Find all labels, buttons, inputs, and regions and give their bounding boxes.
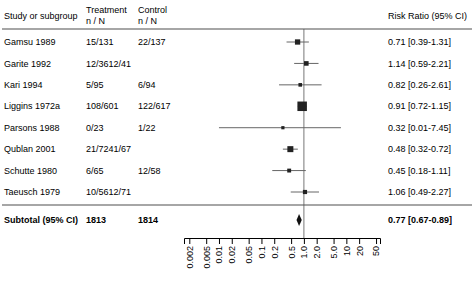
tick-label: 0.5: [286, 246, 296, 259]
plot-area: [219, 29, 341, 238]
tick: 2.0: [312, 238, 322, 259]
tick-mark: [206, 238, 207, 244]
header: n / N: [86, 16, 105, 26]
subtotal-value-label: 0.77 [0.67-0.89]: [388, 215, 452, 225]
control-count: 1/22: [138, 123, 156, 133]
study-name: Kari 1994: [4, 80, 43, 90]
effect-box: [287, 146, 293, 152]
data-label: 0.48 [0.32-0.72]: [388, 144, 451, 154]
tick-label: 0.01: [214, 246, 224, 264]
tick-mark: [346, 238, 347, 244]
tick: 0.002: [185, 238, 195, 269]
treatment-count: 6/65: [86, 166, 104, 176]
tick: 20: [355, 238, 365, 256]
effect-box: [287, 169, 291, 173]
subtotal-treatment: 1813: [86, 215, 106, 225]
tick-label: 0.02: [227, 246, 237, 264]
data-label: 1.06 [0.49-2.27]: [388, 187, 451, 197]
ci-line: [219, 127, 341, 128]
data-label: 0.71 [0.39-1.31]: [388, 37, 451, 47]
tick: 10: [342, 238, 352, 256]
control-count: 6/94: [138, 80, 156, 90]
tick-mark: [249, 238, 250, 244]
tick-mark: [317, 238, 318, 244]
data-label: 0.45 [0.18-1.11]: [388, 166, 450, 176]
tick-label: 20: [355, 246, 365, 256]
tick: 0.05: [244, 238, 254, 264]
study-name: Qublan 2001: [4, 144, 56, 154]
subtotal-label: Subtotal (95% CI): [4, 215, 78, 225]
tick-mark: [376, 238, 377, 244]
tick-mark: [359, 238, 360, 244]
tick-label: 50: [371, 246, 381, 256]
effect-box: [298, 83, 302, 87]
tick-mark: [304, 238, 305, 244]
tick-label: 0.002: [185, 246, 195, 269]
header: Risk Ratio (95% CI): [388, 11, 467, 21]
tick: 0.005: [202, 238, 212, 269]
chart: Study or subgroupTreatmentn / NControln …: [0, 0, 474, 296]
subtotal-control: 1814: [138, 215, 158, 225]
data-label: 0.82 [0.26-2.61]: [388, 80, 451, 90]
tick-label: 0.1: [257, 246, 267, 259]
study-name: Garite 1992: [4, 59, 51, 69]
tick-label: 5.0: [329, 246, 339, 259]
tick-mark: [219, 238, 220, 244]
treatment-count: 5/95: [86, 80, 104, 90]
tick: 50: [371, 238, 381, 256]
tick-mark: [189, 238, 190, 244]
effect-box: [295, 39, 300, 44]
tick-label: 1.0: [299, 246, 309, 259]
tick-mark: [334, 238, 335, 244]
tick: 0.5: [286, 238, 296, 259]
study-name: Schutte 1980: [4, 166, 57, 176]
tick-mark: [291, 238, 292, 244]
effect-box: [303, 190, 307, 194]
data-label: 0.32 [0.01-7.45]: [388, 123, 451, 133]
tick-label: 10: [342, 246, 352, 256]
tick-label: 0.2: [270, 246, 280, 259]
treatment-count: 108/601: [86, 101, 119, 111]
data-label: 1.14 [0.59-2.21]: [388, 59, 451, 69]
tick: 5.0: [329, 238, 339, 259]
tick: 0.01: [214, 238, 224, 264]
separator: [2, 205, 472, 206]
header: Treatment: [86, 5, 127, 15]
control-count: 22/137: [138, 37, 166, 47]
x-axis: 0.002 0.0050.010.02 0.050.10.2 0.51.02.0 5.0…: [185, 238, 382, 269]
control-count: 122/617: [138, 101, 171, 111]
tick: 0.1: [257, 238, 267, 259]
tick-label: 0.05: [244, 246, 254, 264]
treatment-count: 12/3612/41: [86, 59, 131, 69]
separator: [2, 29, 472, 30]
effect-box: [304, 61, 309, 66]
treatment-count: 15/131: [86, 37, 114, 47]
study-name: Taeusch 1979: [4, 187, 60, 197]
study-name: Parsons 1988: [4, 123, 60, 133]
tick: 1.0: [299, 238, 309, 259]
subtotal-diamond: [297, 214, 302, 226]
header: n / N: [138, 16, 157, 26]
study-name: Gamsu 1989: [4, 37, 56, 47]
reference-line: [303, 29, 304, 238]
treatment-count: 0/23: [86, 123, 104, 133]
tick-mark: [232, 238, 233, 244]
tick-mark: [261, 238, 262, 244]
header: Control: [138, 5, 167, 15]
tick-mark: [274, 238, 275, 244]
control-count: 12/58: [138, 166, 161, 176]
treatment-count: 10/5612/71: [86, 187, 131, 197]
tick: 0.2: [270, 238, 280, 259]
data-label: 0.91 [0.72-1.15]: [388, 101, 451, 111]
header: Study or subgroup: [4, 11, 78, 21]
tick-label: 0.005: [202, 246, 212, 269]
tick-label: 2.0: [312, 246, 322, 259]
effect-box: [281, 126, 284, 129]
x-axis-line: [185, 239, 381, 245]
treatment-count: 21/7241/67: [86, 144, 131, 154]
tick: 0.02: [227, 238, 237, 264]
study-name: Liggins 1972a: [4, 101, 60, 111]
effect-box: [297, 102, 307, 112]
